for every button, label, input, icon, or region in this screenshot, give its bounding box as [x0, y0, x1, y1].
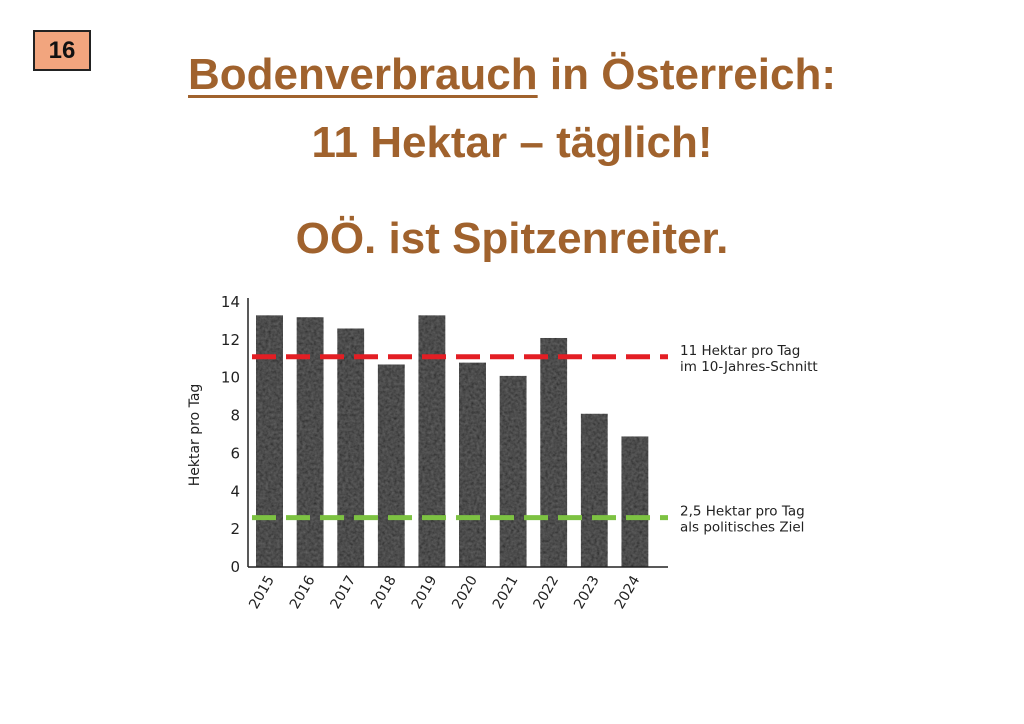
reference-line-label: 11 Hektar pro Tag: [680, 343, 800, 359]
slide-number-badge: 16: [33, 30, 91, 71]
bar-2024: [621, 436, 649, 567]
y-tick-label: 10: [221, 369, 240, 387]
x-tick-label: 2020: [449, 573, 481, 612]
x-tick-label: 2021: [490, 573, 522, 612]
x-tick-label: 2019: [409, 573, 441, 612]
bar-2015: [256, 315, 283, 567]
y-tick-label: 6: [230, 444, 240, 462]
reference-line-label: als politisches Ziel: [680, 520, 804, 536]
bar-2017: [337, 328, 365, 567]
y-tick-label: 12: [221, 331, 240, 349]
y-tick-label: 8: [230, 407, 240, 425]
x-tick-label: 2023: [571, 573, 603, 612]
x-tick-label: 2015: [246, 573, 278, 612]
y-tick-label: 0: [230, 558, 240, 576]
y-tick-label: 2: [230, 520, 240, 538]
bar-2020: [459, 362, 486, 567]
title-line-1: Bodenverbrauch in Österreich:: [0, 50, 1024, 100]
y-tick-label: 14: [221, 293, 240, 311]
x-tick-label: 2017: [327, 573, 359, 612]
title-line-3: OÖ. ist Spitzenreiter.: [295, 214, 729, 263]
reference-line-label: 2,5 Hektar pro Tag: [680, 504, 805, 520]
y-tick-label: 4: [230, 482, 240, 500]
x-tick-label: 2022: [530, 573, 562, 612]
bar-2022: [540, 337, 568, 567]
y-axis-label: Hektar pro Tag: [187, 384, 203, 487]
title-line-1-rest: in Österreich:: [537, 50, 836, 99]
bar-2021: [499, 375, 527, 567]
x-tick-label: 2024: [612, 573, 644, 612]
bar-2019: [418, 315, 446, 567]
bar-2018: [377, 364, 405, 567]
reference-line-label: im 10-Jahres-Schnitt: [680, 359, 818, 375]
title-line-2: 11 Hektar – täglich!: [311, 118, 713, 167]
title-underlined-word: Bodenverbrauch: [188, 50, 538, 99]
bar-2023: [580, 413, 608, 567]
x-tick-label: 2016: [287, 573, 319, 612]
x-tick-label: 2018: [368, 573, 400, 612]
